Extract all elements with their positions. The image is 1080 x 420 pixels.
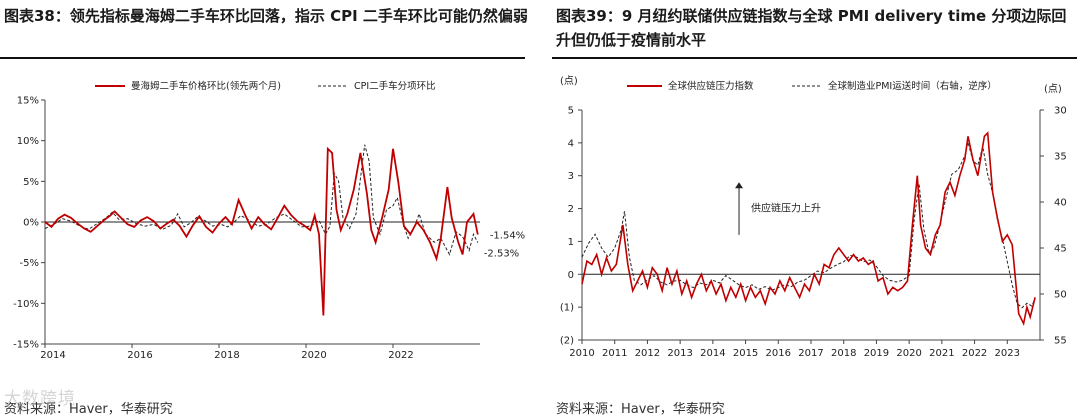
- y-tick-label-right: 55: [1054, 336, 1067, 347]
- y-tick-label-left: 0: [568, 270, 574, 281]
- y-tick-label-left: 4: [568, 138, 574, 149]
- x-tick-label: 2019: [864, 348, 889, 359]
- y-tick-label-left: 2: [568, 204, 574, 215]
- x-tick-label: 2012: [635, 348, 660, 359]
- x-tick-label: 2022: [388, 350, 413, 361]
- y-tick-label: 5%: [23, 177, 39, 188]
- legend-label-gscpi: 全球供应链压力指数: [668, 80, 754, 92]
- y-tick-label-left: 5: [568, 106, 574, 117]
- legend-label-pmi: 全球制造业PMI运送时间（右轴，逆序）: [828, 80, 997, 92]
- source-note: 资料来源：Haver，华泰研究: [556, 402, 725, 417]
- chart-mannheim-vs-cpi: 曼海姆二手车价格环比(领先两个月) CPI二手车分项环比 15% 10% 5% 0% -5%…: [13, 80, 525, 361]
- x-tick-label: 2021: [929, 348, 954, 359]
- x-tick-label: 2023: [995, 348, 1020, 359]
- series-line-mannheim: [44, 146, 479, 316]
- x-tick-label: 2020: [896, 348, 921, 359]
- x-tick-label: 2015: [733, 348, 758, 359]
- legend-label-cpi: CPI二手车分项环比: [354, 80, 436, 92]
- figure-title: 图表38：领先指标曼海姆二手车环比回落，指示 CPI 二手车环比可能仍然偏弱: [4, 4, 529, 28]
- x-tick-label: 2014: [40, 350, 65, 361]
- x-tick-label: 2014: [700, 348, 725, 359]
- label-cpi-last: -2.53%: [484, 249, 519, 260]
- x-tick-label: 2016: [766, 348, 791, 359]
- x-tick-label: 2022: [962, 348, 987, 359]
- y-tick-label-right: 30: [1054, 106, 1067, 117]
- right-axis-unit: (点): [1044, 83, 1062, 95]
- figure-label: 图表38：: [4, 7, 70, 25]
- x-tick-label: 2010: [569, 348, 594, 359]
- y-tick-label-right: 35: [1054, 152, 1067, 163]
- watermark: 大数跨境: [4, 389, 76, 409]
- y-tick-label-left: 3: [568, 171, 574, 182]
- y-tick-label: -5%: [20, 258, 39, 269]
- y-tick-label: 10%: [17, 136, 39, 147]
- y-tick-label: 15%: [17, 96, 39, 107]
- y-tick-label-left: (2): [560, 336, 574, 347]
- x-tick-label: 2017: [798, 348, 823, 359]
- y-tick-label-left: 1: [568, 237, 574, 248]
- title-divider: [552, 57, 1077, 59]
- figure-label: 图表39：: [556, 7, 622, 25]
- pressure-arrow-head: [735, 182, 744, 189]
- x-tick-label: 2013: [667, 348, 692, 359]
- chart-supply-chain-vs-pmi: (点) (点) 全球供应链压力指数 全球制造业PMI运送时间（右轴，逆序） 5 4 3 2 1 0…: [560, 75, 1067, 359]
- panel-figure-38: 图表38：领先指标曼海姆二手车环比回落，指示 CPI 二手车环比可能仍然偏弱 曼…: [0, 0, 530, 420]
- figure-title-text: 领先指标曼海姆二手车环比回落，指示 CPI 二手车环比可能仍然偏弱: [69, 7, 528, 25]
- title-divider: [0, 57, 525, 59]
- x-tick-label: 2018: [831, 348, 856, 359]
- series-line-pmi-delivery: [581, 142, 1036, 309]
- y-tick-label-right: 40: [1054, 198, 1067, 209]
- left-axis-unit: (点): [560, 75, 578, 87]
- x-tick-label: 2016: [127, 350, 152, 361]
- x-tick-label: 2011: [602, 348, 627, 359]
- legend-label-mannheim: 曼海姆二手车价格环比(领先两个月): [131, 80, 281, 92]
- source-note: 资料来源：Haver，华泰研究: [4, 402, 173, 417]
- x-tick-label: 2018: [214, 350, 239, 361]
- y-tick-label-left: (1): [560, 303, 574, 314]
- x-tick-label: 2020: [301, 350, 326, 361]
- y-tick-label: -15%: [13, 340, 39, 351]
- y-tick-label: 0%: [23, 218, 39, 229]
- figure-title: 图表39：9 月纽约联储供应链指数与全球 PMI delivery time 分…: [556, 4, 1080, 52]
- y-tick-label-right: 50: [1054, 290, 1067, 301]
- figure-title-text: 9 月纽约联储供应链指数与全球 PMI delivery time 分项边际回升…: [556, 7, 1067, 49]
- y-tick-label-right: 45: [1054, 244, 1067, 255]
- series-line-gscpi: [581, 131, 1036, 327]
- series-line-cpi: [44, 144, 479, 256]
- label-mannheim-last: -1.54%: [490, 231, 525, 242]
- y-tick-label: -10%: [13, 299, 39, 310]
- panel-figure-39: 图表39：9 月纽约联储供应链指数与全球 PMI delivery time 分…: [552, 0, 1080, 420]
- pressure-arrow-label: 供应链压力上升: [751, 202, 821, 215]
